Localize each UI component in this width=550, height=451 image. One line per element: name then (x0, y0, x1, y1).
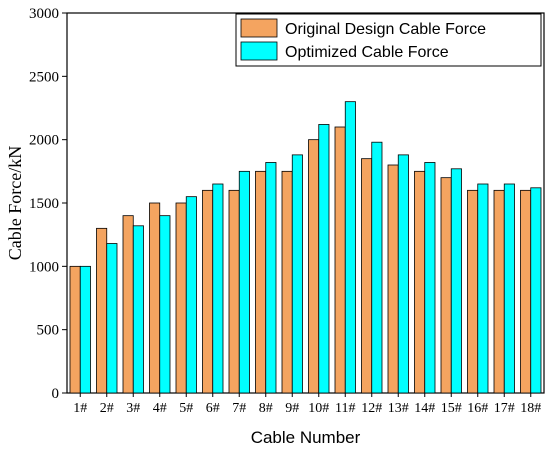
x-tick-label: 12# (361, 401, 382, 416)
x-tick-label: 9# (285, 401, 299, 416)
bar-original (122, 215, 134, 394)
y-tick-label: 500 (37, 323, 60, 339)
bar-optimized (344, 101, 356, 394)
bar-optimized (132, 225, 144, 394)
legend-box (235, 13, 542, 67)
x-tick-label: 16# (467, 401, 488, 416)
y-axis-title: Cable Force/kN (5, 146, 25, 260)
x-tick-label: 17# (494, 401, 515, 416)
legend-swatch (240, 18, 278, 38)
bar-optimized (106, 243, 118, 394)
bar-original (228, 189, 240, 394)
bar-original (334, 126, 346, 394)
x-tick-label: 11# (335, 401, 355, 416)
legend-swatch (240, 41, 278, 61)
y-tick-label: 1000 (29, 259, 59, 275)
bar-original (96, 227, 108, 394)
bar-optimized (318, 124, 330, 394)
bar-original (361, 158, 373, 394)
bar-optimized (238, 170, 250, 394)
bar-optimized (265, 162, 277, 394)
x-tick-label: 1# (73, 401, 87, 416)
x-tick-label: 14# (414, 401, 435, 416)
bar-optimized (212, 183, 224, 394)
x-tick-label: 10# (308, 401, 329, 416)
y-tick-label: 2500 (29, 69, 59, 85)
bar-original (414, 170, 426, 394)
x-tick-label: 18# (520, 401, 541, 416)
bar-original (255, 170, 267, 394)
x-tick-label: 7# (232, 401, 246, 416)
bar-optimized (503, 183, 515, 394)
bar-original (202, 189, 214, 394)
bar-optimized (397, 154, 409, 394)
bar-original (175, 202, 187, 394)
bar-optimized (450, 168, 462, 394)
x-tick-label: 6# (206, 401, 220, 416)
x-tick-label: 13# (388, 401, 409, 416)
x-tick-label: 5# (179, 401, 193, 416)
bar-original (387, 164, 399, 394)
x-tick-label: 15# (441, 401, 462, 416)
x-tick-label: 8# (259, 401, 273, 416)
y-tick-label: 3000 (29, 6, 59, 22)
x-tick-label: 3# (126, 401, 140, 416)
bar-optimized (530, 187, 542, 394)
x-axis-title: Cable Number (251, 428, 361, 447)
bar-original (520, 189, 532, 394)
bar-optimized (424, 162, 436, 394)
y-tick-label: 0 (52, 386, 60, 402)
bar-optimized (477, 183, 489, 394)
bar-optimized (79, 265, 91, 394)
bar-original (69, 265, 81, 394)
x-tick-label: 4# (153, 401, 167, 416)
bar-optimized (291, 154, 303, 394)
bar-original (440, 177, 452, 394)
y-tick-label: 1500 (29, 196, 59, 212)
y-tick-label: 2000 (29, 133, 59, 149)
bar-original (493, 189, 505, 394)
x-tick-label: 2# (100, 401, 114, 416)
bar-optimized (371, 141, 383, 394)
legend-label: Original Design Cable Force (285, 21, 486, 38)
bar-original (467, 189, 479, 394)
bar-optimized (185, 196, 197, 394)
bar-optimized (159, 215, 171, 394)
bar-original (308, 139, 320, 394)
bar-original (281, 170, 293, 394)
legend-label: Optimized Cable Force (285, 44, 449, 61)
bar-original (149, 202, 161, 394)
